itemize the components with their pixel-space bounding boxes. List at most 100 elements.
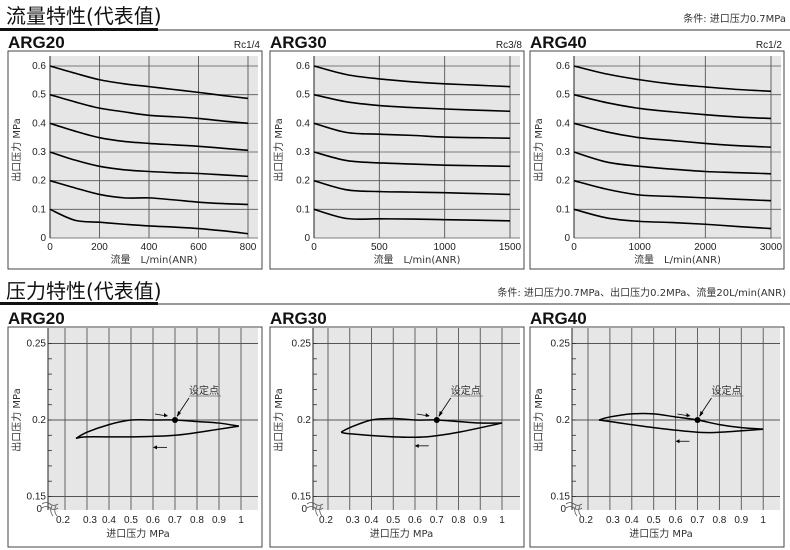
x-axis-label: 进口压力 MPa bbox=[370, 527, 434, 540]
y-tick-label: 0.6 bbox=[32, 61, 46, 72]
y-axis-label: 出口压力 MPa bbox=[532, 388, 545, 452]
x-tick-label: 400 bbox=[141, 242, 158, 253]
y-tick-label: 0.4 bbox=[32, 118, 46, 129]
flow-curve-2 bbox=[573, 93, 772, 120]
chart-title: ARG40 bbox=[530, 33, 587, 52]
axis-break-icon bbox=[41, 502, 59, 517]
y-tick-label: 0.15 bbox=[551, 492, 571, 503]
x-tick-label: 500 bbox=[371, 242, 388, 253]
chart-frame bbox=[529, 326, 785, 548]
chart-arg30-pressure: ARG30 0.15 0.2 0.25 0.2 0.3 0.4 0.5 0.6 0.7 0.8 0.9… bbox=[269, 309, 525, 548]
flow-curve-1 bbox=[573, 65, 772, 93]
x-tick-label: 0.3 bbox=[83, 515, 97, 526]
y-tick-label: 0.25 bbox=[27, 339, 47, 350]
y-tick-label: 0.4 bbox=[556, 118, 570, 129]
flow-curve-2 bbox=[49, 93, 249, 125]
chart-frame bbox=[529, 50, 785, 270]
x-tick-label: 1 bbox=[760, 515, 766, 526]
x-tick-label: 1 bbox=[499, 515, 505, 526]
left-arrowhead-icon bbox=[414, 443, 419, 448]
plot-area bbox=[313, 328, 520, 510]
x-tick-label: 1000 bbox=[629, 242, 652, 253]
y-tick-label: 0.5 bbox=[32, 90, 46, 101]
x-tick-label: 0.4 bbox=[102, 515, 116, 526]
x-tick-label: 0.5 bbox=[647, 515, 661, 526]
set-point-marker bbox=[433, 417, 440, 423]
x-tick-label: 0.4 bbox=[365, 515, 379, 526]
x-tick-label: 1000 bbox=[434, 242, 457, 253]
y-tick-label: 0.1 bbox=[556, 204, 570, 215]
x-tick-label: 0.9 bbox=[734, 515, 748, 526]
x-tick-label: 800 bbox=[240, 242, 257, 253]
chart-arg30-flow: ARG30 Rc3/8 0 0.1 0.2 0.3 0.4 0.5 0.6 0 500 1000 150… bbox=[269, 33, 525, 270]
chart-arg40-pressure: ARG40 0.15 0.2 0.25 0.2 0.3 0.4 0.5 0.6 0.7 0.8 0.9… bbox=[529, 309, 785, 548]
x-axis-label: 进口压力 MPa bbox=[106, 527, 170, 540]
flow-curve-6 bbox=[573, 208, 772, 230]
plot-area bbox=[314, 56, 520, 238]
chart-title: ARG30 bbox=[270, 309, 327, 328]
port-size-label: Rc1/4 bbox=[234, 40, 261, 51]
set-point-label: 设定点 bbox=[451, 384, 481, 397]
chart-title: ARG20 bbox=[8, 309, 65, 328]
y-tick-label: 0.6 bbox=[556, 61, 570, 72]
chart-title: ARG20 bbox=[8, 33, 65, 52]
y-tick-label: 0 bbox=[304, 233, 310, 244]
y-tick-label: 0.2 bbox=[297, 415, 311, 426]
x-tick-label: 0 bbox=[311, 242, 317, 253]
x-axis-label: 流量 L/min(ANR) bbox=[634, 253, 721, 266]
flow-curve-2 bbox=[313, 93, 511, 113]
x-tick-label: 0.6 bbox=[669, 515, 683, 526]
flow-curve-3 bbox=[49, 122, 249, 152]
chart-arg20-pressure: ARG20 0.15 0.2 0.25 0.2 0.3 0.4 0.5 0.6 0.7 0.8 0.9… bbox=[7, 309, 263, 548]
x-tick-label: 200 bbox=[91, 242, 108, 253]
x-tick-label: 2000 bbox=[694, 242, 717, 253]
set-point-label: 设定点 bbox=[189, 384, 219, 397]
left-arrowhead-icon bbox=[675, 439, 680, 444]
x-tick-label: 0.5 bbox=[124, 515, 138, 526]
y-tick-label: 0.2 bbox=[32, 415, 46, 426]
x-tick-label: 0.4 bbox=[625, 515, 639, 526]
y-axis-label: 出口压力 MPa bbox=[10, 118, 23, 182]
flow-condition: 条件: 进口压力0.7MPa bbox=[683, 12, 786, 25]
x-tick-label: 0 bbox=[47, 242, 53, 253]
x-tick-label: 0.2 bbox=[56, 515, 70, 526]
plot-area bbox=[574, 56, 781, 238]
x-tick-label: 0.2 bbox=[319, 515, 333, 526]
flow-curve-1 bbox=[313, 65, 511, 88]
flow-curve-4 bbox=[313, 151, 511, 168]
set-point-marker bbox=[694, 417, 701, 423]
port-size-label: Rc1/2 bbox=[756, 40, 783, 51]
chart-title: ARG40 bbox=[530, 309, 587, 328]
x-tick-label: 0 bbox=[571, 242, 577, 253]
origin-label: 0 bbox=[36, 504, 42, 515]
leader-arrowhead-icon bbox=[438, 411, 443, 417]
flow-curve-1 bbox=[49, 65, 249, 100]
y-tick-label: 0.5 bbox=[296, 90, 310, 101]
set-point-label: 设定点 bbox=[712, 384, 742, 397]
y-tick-label: 0.25 bbox=[292, 339, 312, 350]
y-tick-label: 0.1 bbox=[32, 204, 46, 215]
y-tick-label: 0.2 bbox=[556, 176, 570, 187]
chart-frame bbox=[7, 50, 263, 270]
flow-curve-3 bbox=[573, 122, 772, 148]
x-tick-label: 0.6 bbox=[146, 515, 160, 526]
flow-curve-5 bbox=[313, 179, 511, 196]
falling-pressure-curve bbox=[598, 419, 764, 434]
x-tick-label: 0.6 bbox=[408, 515, 422, 526]
chart-arg20-flow: ARG20 Rc1/4 0 0.1 0.2 0.3 0.4 0.5 0.6 0 200 400 600 8… bbox=[7, 33, 263, 270]
port-size-label: Rc3/8 bbox=[496, 40, 523, 51]
section-title-pressure: 压力特性(代表值) bbox=[6, 279, 162, 303]
y-tick-label: 0.2 bbox=[32, 176, 46, 187]
y-tick-label: 0.1 bbox=[296, 204, 310, 215]
x-tick-label: 0.8 bbox=[452, 515, 466, 526]
y-axis-label: 出口压力 MPa bbox=[272, 388, 285, 452]
chart-arg40-flow: ARG40 Rc1/2 0 0.1 0.2 0.3 0.4 0.5 0.6 0 1000 2000 30… bbox=[529, 33, 785, 270]
y-axis-label: 出口压力 MPa bbox=[532, 118, 545, 182]
section-rule bbox=[158, 29, 790, 31]
x-tick-label: 0.8 bbox=[190, 515, 204, 526]
falling-pressure-curve bbox=[75, 425, 239, 440]
right-arrowhead-icon bbox=[425, 413, 430, 417]
x-tick-label: 0.7 bbox=[691, 515, 705, 526]
x-axis-label: 流量 L/min(ANR) bbox=[374, 253, 461, 266]
origin-label: 0 bbox=[560, 504, 566, 515]
